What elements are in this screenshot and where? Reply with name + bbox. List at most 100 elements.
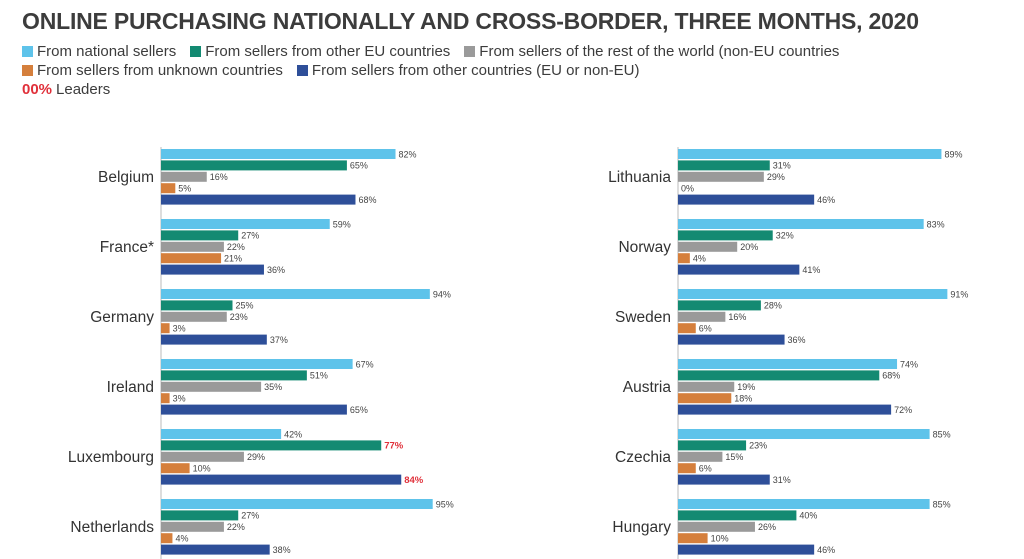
- data-label: 46%: [817, 545, 835, 555]
- country-group-lithuania: Lithuania 89% 31%29% 0% 46%: [608, 149, 962, 205]
- chart-title: ONLINE PURCHASING NATIONALLY AND CROSS-B…: [22, 8, 919, 34]
- data-label: 31%: [773, 161, 791, 171]
- data-label: 6%: [699, 464, 712, 474]
- bar-other-countries: [161, 404, 347, 415]
- data-label: 4%: [693, 254, 706, 264]
- data-label: 85%: [933, 499, 951, 509]
- data-label: 23%: [230, 312, 248, 322]
- bar-national: [678, 289, 948, 299]
- data-label: 31%: [773, 475, 791, 485]
- bar-unknown: [161, 253, 222, 264]
- data-label: 82%: [399, 149, 417, 159]
- data-label: 59%: [333, 219, 351, 229]
- data-label: 4%: [175, 534, 188, 544]
- bar-other-eu: [678, 440, 747, 451]
- country-label: Ireland: [107, 379, 154, 396]
- bar-other-countries: [678, 264, 800, 275]
- country-group-france: France* 59% 27%22% 21% 36%: [100, 219, 351, 275]
- bar-non-eu: [161, 171, 207, 182]
- bar-national: [161, 219, 330, 229]
- bar-unknown: [678, 253, 690, 264]
- legend-row-1: From national sellers From sellers from …: [22, 42, 853, 61]
- bar-unknown: [161, 183, 176, 194]
- bar-other-countries: [678, 474, 770, 485]
- legend-swatch-other-countries: [296, 65, 308, 76]
- country-group-norway: Norway 83% 32% 20% 4% 41%: [618, 219, 945, 275]
- country-group-austria: Austria 74%68% 19% 18% 72%: [623, 359, 918, 415]
- data-label: 65%: [350, 161, 368, 171]
- bar-national: [678, 499, 930, 509]
- data-label: 3%: [173, 324, 186, 334]
- legend-label-other-eu: From sellers from other EU countries: [205, 43, 451, 60]
- legend-item-non-eu: From sellers of the rest of the world (n…: [464, 43, 839, 60]
- data-label: 29%: [247, 452, 265, 462]
- bar-non-eu: [678, 241, 738, 252]
- data-label: 28%: [764, 301, 782, 311]
- data-label: 89%: [944, 149, 962, 159]
- bar-other-eu: [161, 510, 239, 521]
- bar-unknown: [678, 323, 696, 334]
- bar-other-countries: [678, 544, 815, 555]
- bar-non-eu: [161, 311, 227, 322]
- bar-other-eu: [678, 230, 773, 241]
- bar-non-eu: [161, 241, 224, 252]
- bar-non-eu: [678, 381, 735, 392]
- data-label: 74%: [900, 359, 918, 369]
- data-label: 15%: [725, 452, 743, 462]
- country-label: France*: [100, 239, 154, 256]
- data-label: 72%: [894, 405, 912, 415]
- legend-swatch-national: [22, 46, 33, 57]
- bar-national: [678, 359, 898, 369]
- data-label: 16%: [210, 172, 228, 182]
- data-label: 42%: [284, 429, 302, 439]
- legend-item-unknown: From sellers from unknown countries: [22, 62, 283, 79]
- data-label: 27%: [241, 231, 259, 241]
- bar-other-eu: [161, 440, 382, 451]
- country-label: Belgium: [98, 169, 154, 186]
- data-label: 85%: [933, 429, 951, 439]
- data-label: 83%: [927, 219, 945, 229]
- bar-non-eu: [161, 451, 244, 462]
- data-label: 25%: [236, 301, 254, 311]
- bar-unknown: [161, 323, 170, 334]
- data-label: 41%: [802, 265, 820, 275]
- bar-other-countries: [161, 474, 402, 485]
- country-label: Lithuania: [608, 169, 671, 186]
- data-label: 65%: [350, 405, 368, 415]
- data-label: 6%: [699, 324, 712, 334]
- bar-other-countries: [678, 194, 815, 205]
- legend-item-other-eu: From sellers from other EU countries: [190, 43, 450, 60]
- data-label: 46%: [817, 195, 835, 205]
- data-label: 94%: [433, 289, 451, 299]
- data-label: 22%: [227, 242, 245, 252]
- bar-other-countries: [678, 404, 892, 415]
- data-label: 51%: [310, 371, 328, 381]
- bar-non-eu: [161, 521, 224, 532]
- country-label: Hungary: [612, 519, 671, 536]
- bar-non-eu: [678, 311, 726, 322]
- data-label: 68%: [882, 371, 900, 381]
- leaders-label: Leaders: [56, 81, 111, 98]
- legend-swatch-other-eu: [190, 46, 202, 57]
- country-group-netherlands: Netherlands 95% 27%22% 4% 38%: [70, 499, 454, 555]
- country-label: Czechia: [615, 449, 671, 466]
- data-label: 23%: [749, 441, 767, 451]
- bar-national: [678, 429, 930, 439]
- country-group-belgium: Belgium 82% 65% 16% 5% 68%: [98, 149, 417, 205]
- bar-other-eu: [161, 370, 307, 381]
- bar-national: [161, 289, 430, 299]
- bar-other-countries: [161, 264, 264, 275]
- bar-other-eu: [678, 370, 880, 381]
- data-label: 36%: [267, 265, 285, 275]
- data-label: 37%: [270, 335, 288, 345]
- legend: From national sellers From sellers from …: [22, 42, 853, 99]
- country-label: Sweden: [615, 309, 671, 326]
- data-label: 67%: [356, 359, 374, 369]
- bar-other-eu: [161, 300, 233, 311]
- data-label: 38%: [273, 545, 291, 555]
- bar-other-eu: [678, 510, 797, 521]
- legend-label-national: From national sellers: [37, 43, 177, 60]
- bar-non-eu: [678, 451, 723, 462]
- bar-other-countries: [161, 544, 270, 555]
